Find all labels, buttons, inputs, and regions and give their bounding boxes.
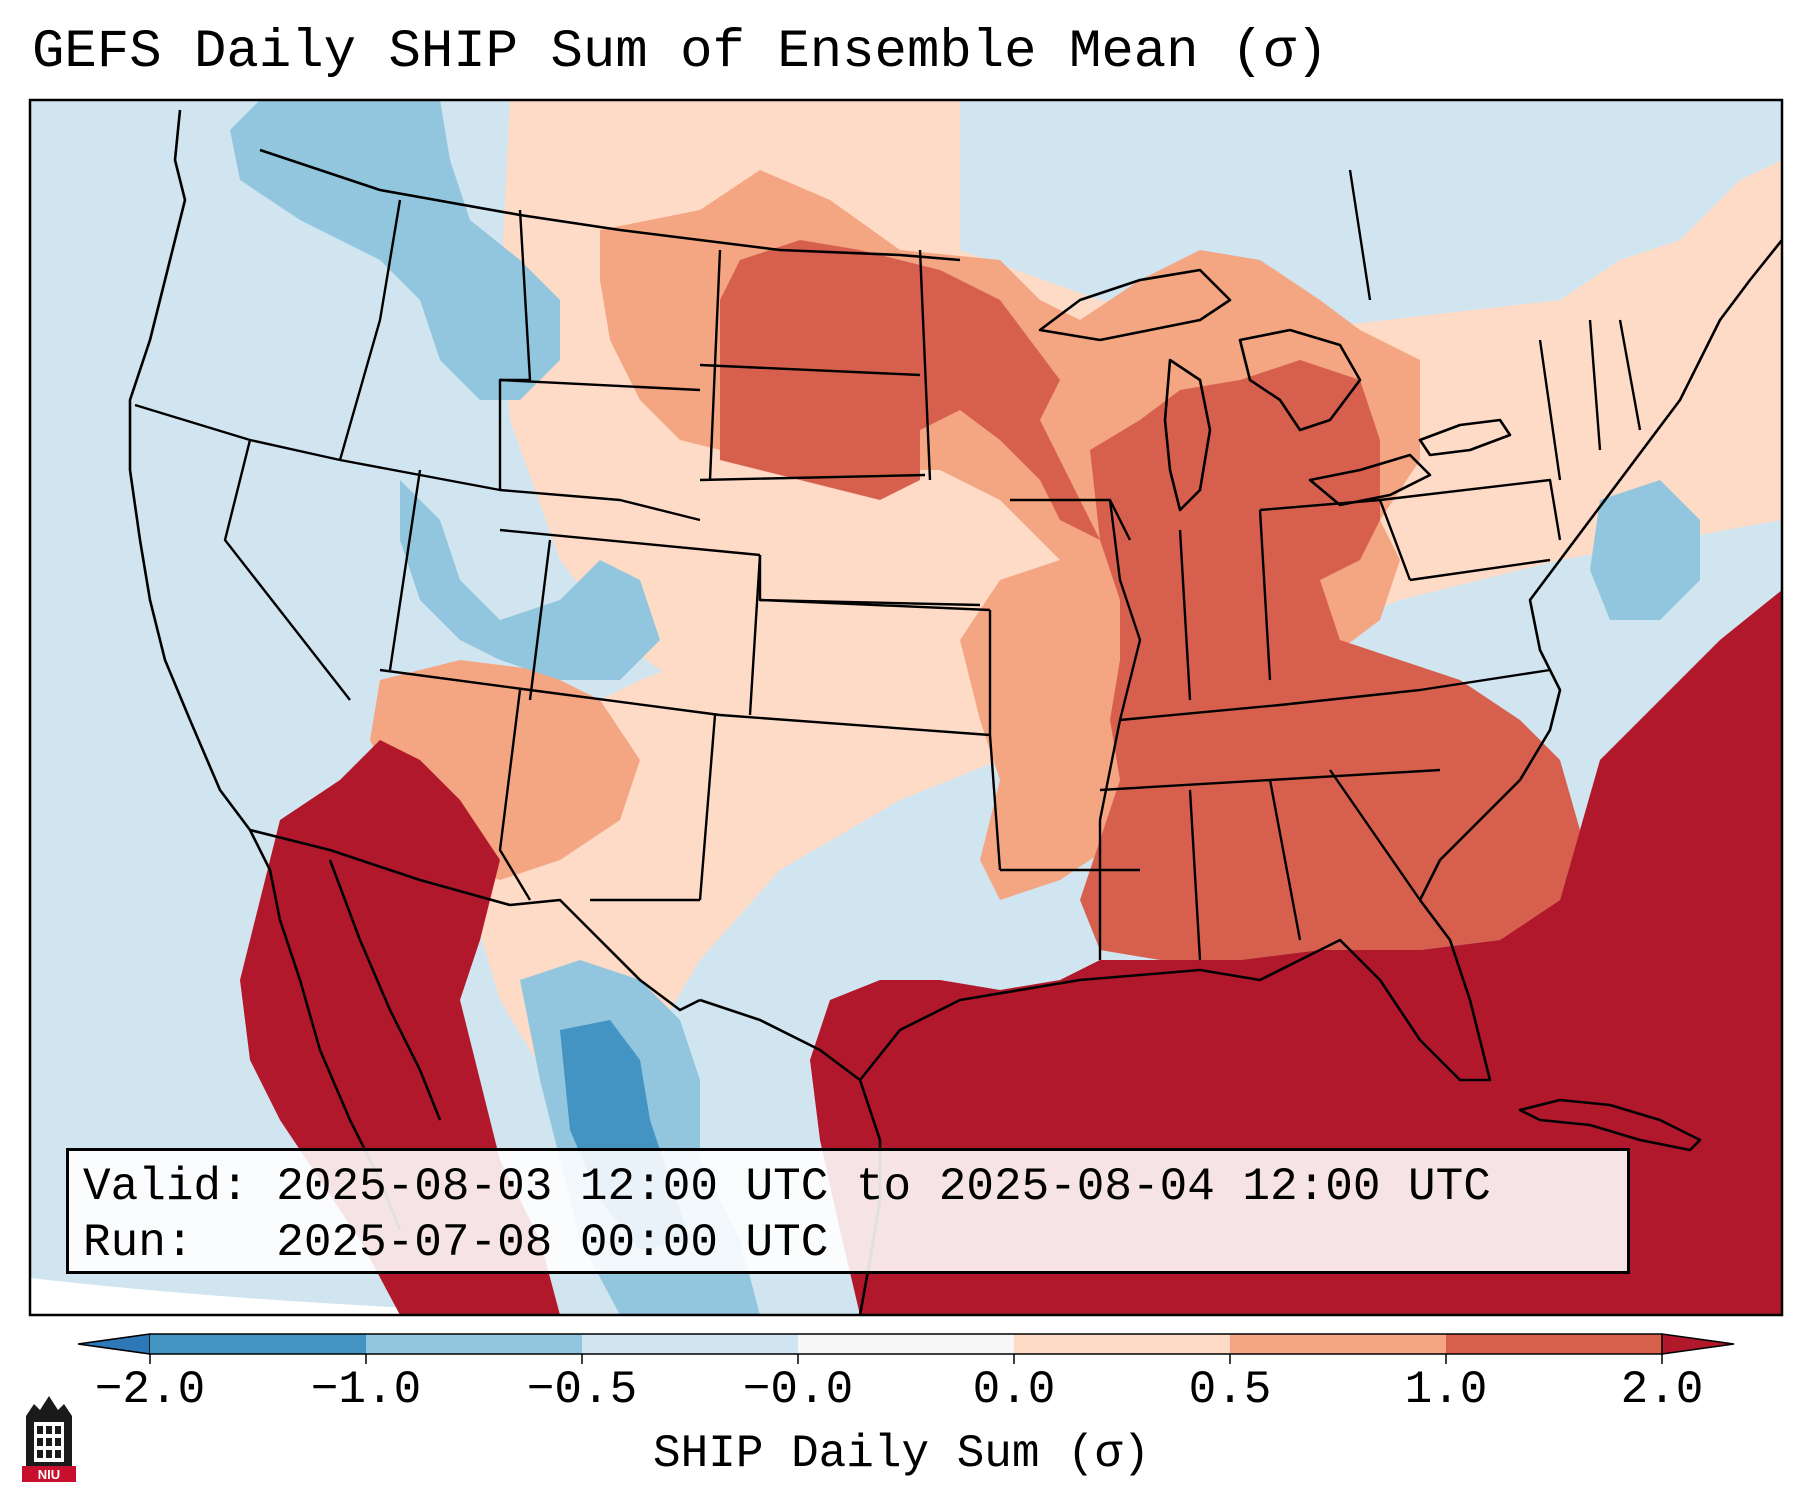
colorbar-tick-label: −1.0 [310,1364,422,1416]
shade-low-rockies [400,480,660,680]
info-box: Valid: 2025-08-03 12:00 UTC to 2025-08-0… [66,1148,1630,1274]
colorbar-bin [366,1334,583,1354]
shade-low-northwest [230,100,560,400]
run-time: 2025-07-08 00:00 UTC [276,1217,829,1269]
colorbar-tick-label: −0.0 [742,1364,854,1416]
coastline-and-borders [128,109,1782,1315]
colorbar-tick-label: 2.0 [1620,1364,1704,1416]
colorbar-bin [1446,1334,1663,1354]
colorbar-bin [798,1334,1015,1354]
map-frame [28,98,1784,1317]
map-panel [30,100,1782,1315]
outside-projection-area [30,1278,603,1315]
state-boundaries [134,169,1642,961]
colorbar-tick-label: −2.0 [94,1364,206,1416]
colorbar-tick-label: 0.0 [972,1364,1056,1416]
run-label: Run: [83,1217,249,1269]
colorbar-extend-high [1661,1333,1735,1355]
colorbar-extend-low [77,1333,151,1355]
shade-extreme-southeast [810,590,1782,1315]
niu-logo-text: NIU [38,1467,60,1482]
colorbar-bin [1014,1334,1231,1354]
colorbar-frame [150,1333,1662,1355]
shade-low-northeast [1590,480,1700,620]
colorbar-bin [582,1334,799,1354]
colorbar-tick-label: −0.5 [526,1364,638,1416]
shade-very-high-midwest-east [1080,360,1580,960]
map-title: GEFS Daily SHIP Sum of Ensemble Mean (σ) [32,22,1329,83]
colorbar-tick-label: 1.0 [1404,1364,1488,1416]
colorbar-tick-label: 0.5 [1188,1364,1272,1416]
colorbar-label: SHIP Daily Sum (σ) [653,1428,1150,1480]
colorbar-bin [1230,1334,1447,1354]
valid-label: Valid: [83,1161,249,1213]
valid-time-range: 2025-08-03 12:00 UTC to 2025-08-04 12:00… [276,1161,1491,1213]
shade-very-high-northcentral [720,240,1100,540]
colorbar-bin [150,1334,367,1354]
colorbar [77,1333,1735,1364]
niu-tower-logo-icon: NIU [22,1396,76,1482]
